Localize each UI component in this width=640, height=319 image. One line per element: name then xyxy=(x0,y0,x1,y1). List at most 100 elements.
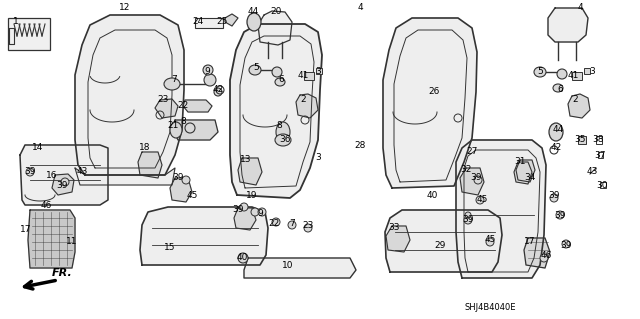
Circle shape xyxy=(251,208,259,216)
Text: 28: 28 xyxy=(355,140,365,150)
Circle shape xyxy=(272,67,282,77)
Polygon shape xyxy=(244,258,356,278)
Text: 33: 33 xyxy=(388,224,400,233)
Text: 43: 43 xyxy=(586,167,598,176)
Polygon shape xyxy=(230,24,322,198)
Text: 2: 2 xyxy=(300,95,306,105)
Text: 45: 45 xyxy=(476,196,488,204)
Text: 39: 39 xyxy=(470,174,482,182)
Circle shape xyxy=(258,208,266,216)
Ellipse shape xyxy=(238,253,248,263)
Text: 40: 40 xyxy=(426,191,438,201)
Polygon shape xyxy=(155,99,178,118)
Text: 15: 15 xyxy=(164,243,176,253)
Text: 23: 23 xyxy=(157,95,169,105)
Text: 43: 43 xyxy=(76,167,88,176)
Text: 7: 7 xyxy=(289,219,295,228)
Text: 1: 1 xyxy=(13,18,19,26)
Polygon shape xyxy=(75,15,184,175)
Circle shape xyxy=(476,196,484,204)
Text: 17: 17 xyxy=(20,226,32,234)
Polygon shape xyxy=(296,94,318,118)
Bar xyxy=(598,152,603,158)
Polygon shape xyxy=(385,210,502,272)
Text: 16: 16 xyxy=(46,170,58,180)
Text: 19: 19 xyxy=(246,191,258,201)
Ellipse shape xyxy=(170,122,182,138)
Text: 20: 20 xyxy=(270,8,282,17)
Circle shape xyxy=(304,224,312,232)
Text: FR.: FR. xyxy=(52,268,73,278)
Polygon shape xyxy=(28,210,75,268)
Bar xyxy=(195,18,223,28)
Text: 39: 39 xyxy=(56,181,68,189)
Text: 5: 5 xyxy=(253,63,259,72)
Bar xyxy=(600,182,606,188)
Circle shape xyxy=(240,203,248,211)
Polygon shape xyxy=(140,207,268,265)
Text: 45: 45 xyxy=(484,235,496,244)
Text: 39: 39 xyxy=(172,174,184,182)
Polygon shape xyxy=(138,152,162,178)
Bar xyxy=(578,136,586,144)
Text: 9: 9 xyxy=(257,210,263,219)
Ellipse shape xyxy=(275,134,291,146)
Polygon shape xyxy=(172,120,218,140)
Text: 46: 46 xyxy=(540,251,552,261)
Text: 29: 29 xyxy=(435,241,445,250)
Text: 27: 27 xyxy=(467,147,477,157)
Text: 12: 12 xyxy=(119,4,131,12)
Text: 17: 17 xyxy=(524,238,536,247)
Polygon shape xyxy=(514,162,532,184)
Text: 39: 39 xyxy=(462,216,474,225)
Polygon shape xyxy=(383,18,477,188)
Text: 39: 39 xyxy=(560,241,572,249)
Text: 34: 34 xyxy=(524,174,536,182)
Text: 45: 45 xyxy=(186,191,198,201)
Polygon shape xyxy=(460,168,484,195)
Polygon shape xyxy=(20,145,108,205)
Text: 30: 30 xyxy=(596,181,608,189)
Text: 44: 44 xyxy=(552,125,564,135)
Text: 39: 39 xyxy=(554,211,566,219)
Polygon shape xyxy=(225,14,238,26)
Polygon shape xyxy=(238,158,262,185)
Circle shape xyxy=(203,65,213,75)
Text: 42: 42 xyxy=(550,144,562,152)
Text: 14: 14 xyxy=(32,144,44,152)
Circle shape xyxy=(556,211,564,219)
Text: 26: 26 xyxy=(428,87,440,97)
Text: 18: 18 xyxy=(140,144,151,152)
Ellipse shape xyxy=(249,65,261,75)
Circle shape xyxy=(540,254,548,262)
Circle shape xyxy=(272,218,280,226)
Text: 10: 10 xyxy=(282,261,294,270)
Circle shape xyxy=(185,123,195,133)
Text: 32: 32 xyxy=(460,166,472,174)
Text: 3: 3 xyxy=(315,153,321,162)
Ellipse shape xyxy=(275,78,285,86)
Circle shape xyxy=(550,194,558,202)
Text: 23: 23 xyxy=(302,221,314,231)
Circle shape xyxy=(26,168,34,176)
Text: 7: 7 xyxy=(171,76,177,85)
Circle shape xyxy=(214,88,222,96)
Polygon shape xyxy=(548,8,588,42)
Circle shape xyxy=(474,176,482,184)
Text: 46: 46 xyxy=(40,202,52,211)
Bar xyxy=(8,18,50,50)
Text: 39: 39 xyxy=(548,191,560,201)
Text: 2: 2 xyxy=(572,95,578,105)
Text: 11: 11 xyxy=(67,238,77,247)
Polygon shape xyxy=(386,226,410,252)
Polygon shape xyxy=(456,140,546,278)
Polygon shape xyxy=(183,100,212,112)
Circle shape xyxy=(204,74,216,86)
Text: 4: 4 xyxy=(357,4,363,12)
Circle shape xyxy=(61,178,69,186)
Ellipse shape xyxy=(164,78,180,90)
Text: 37: 37 xyxy=(595,151,605,160)
Ellipse shape xyxy=(276,122,290,142)
Ellipse shape xyxy=(549,123,563,141)
Text: 42: 42 xyxy=(212,85,223,94)
